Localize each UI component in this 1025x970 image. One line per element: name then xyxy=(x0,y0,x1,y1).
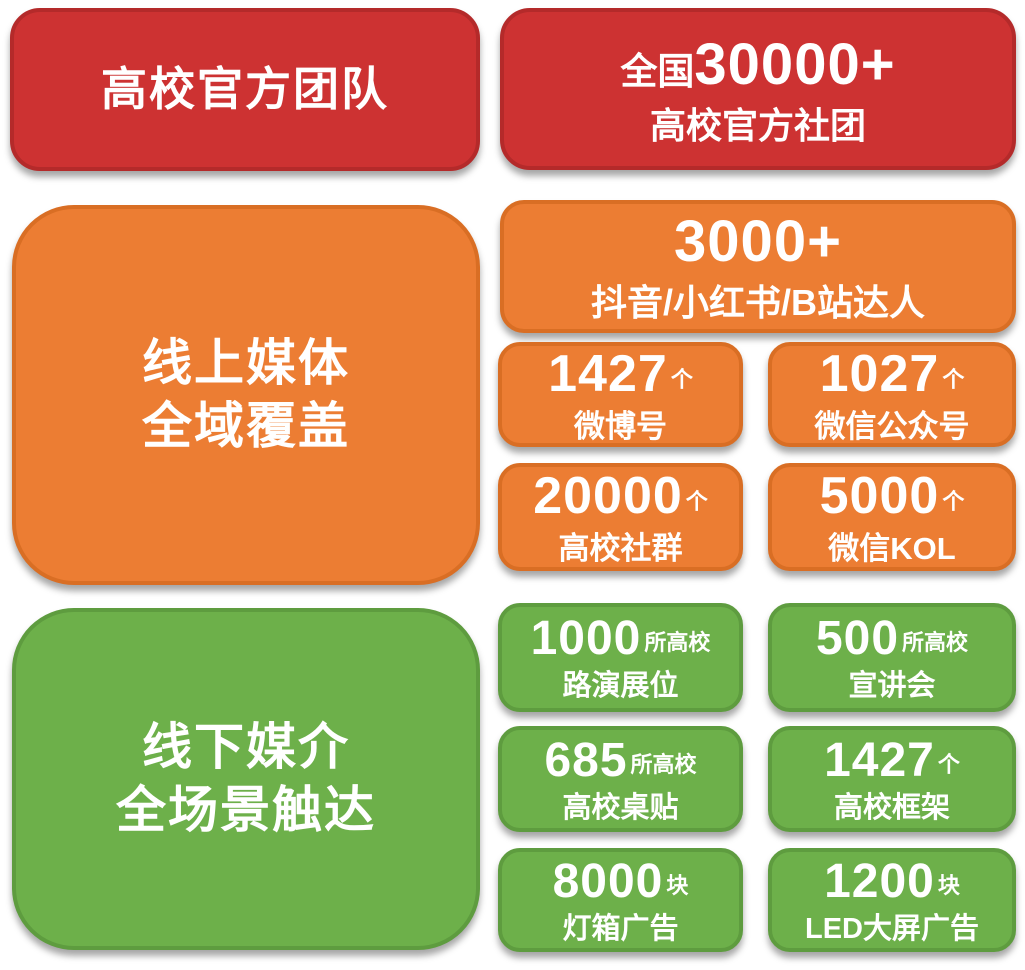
stat-label: LED大屏广告 xyxy=(804,912,979,945)
stat-box-roadshow-booths: 1000 所高校 路演展位 xyxy=(498,603,743,712)
stat-unit: 所高校 xyxy=(902,630,969,656)
stat-number-row: 1200 块 xyxy=(824,854,960,909)
panel-official-team-title: 高校官方团队 xyxy=(10,8,480,171)
section-title-official: 高校官方团队 xyxy=(101,63,389,116)
stat-number-row: 全国 30000+ xyxy=(620,32,895,99)
stat-number-row: 1027 个 xyxy=(820,345,965,405)
stat-unit: 个 xyxy=(670,366,693,392)
stat-box-official-clubs: 全国 30000+ 高校官方社团 xyxy=(500,8,1016,170)
panel-online-media-title: 线上媒体 全域覆盖 xyxy=(12,205,480,585)
stat-number: 30000+ xyxy=(694,31,896,97)
stat-box-led-screen-ads: 1200 块 LED大屏广告 xyxy=(768,848,1016,952)
section-title-offline-line2: 全场景触达 xyxy=(116,782,376,838)
stat-unit: 个 xyxy=(942,366,965,392)
stat-label: 微信KOL xyxy=(828,531,956,567)
stat-unit: 所高校 xyxy=(630,751,697,777)
stat-number-row: 8000 块 xyxy=(553,854,689,909)
stat-number: 1427 xyxy=(824,733,935,787)
stat-unit: 个 xyxy=(937,751,960,777)
stat-number: 1027 xyxy=(819,344,940,403)
stat-number-row: 685 所高校 xyxy=(544,733,696,788)
stat-box-wechat-kol: 5000 个 微信KOL xyxy=(768,463,1016,571)
section-title-offline-line1: 线下媒介 xyxy=(142,719,350,775)
stat-number: 20000 xyxy=(533,467,683,526)
stat-box-campus-frames: 1427 个 高校框架 xyxy=(768,726,1016,832)
stat-box-info-sessions: 500 所高校 宣讲会 xyxy=(768,603,1016,712)
stat-number-row: 1427 个 xyxy=(824,733,960,788)
stat-label: 高校框架 xyxy=(833,791,950,824)
panel-offline-media-title: 线下媒介 全场景触达 xyxy=(12,608,480,950)
stat-number: 500 xyxy=(815,612,900,666)
stat-number: 8000 xyxy=(552,854,664,908)
stat-number: 5000 xyxy=(819,467,940,526)
stat-number-row: 3000+ xyxy=(674,209,842,276)
stat-label: 高校官方社团 xyxy=(649,104,866,146)
stat-label: 灯箱广告 xyxy=(562,912,679,945)
stat-label: 微博号 xyxy=(574,408,667,444)
stat-box-influencers: 3000+ 抖音/小红书/B站达人 xyxy=(500,200,1016,333)
stat-label: 宣讲会 xyxy=(848,670,936,703)
stat-label: 抖音/小红书/B站达人 xyxy=(590,282,925,324)
stat-number: 1427 xyxy=(548,344,668,403)
stat-box-wechat-official-accounts: 1027 个 微信公众号 xyxy=(768,342,1016,447)
stat-prefix: 全国 xyxy=(620,50,695,92)
stat-number-row: 1000 所高校 xyxy=(531,611,711,666)
stat-unit: 块 xyxy=(937,872,960,898)
stat-box-campus-communities: 20000 个 高校社群 xyxy=(498,463,743,571)
stat-number-row: 1427 个 xyxy=(548,345,693,405)
stat-unit: 个 xyxy=(685,489,708,515)
stat-unit: 所高校 xyxy=(644,630,711,656)
stat-label: 微信公众号 xyxy=(814,408,970,444)
stat-number: 1200 xyxy=(824,854,935,908)
stat-box-desk-stickers: 685 所高校 高校桌贴 xyxy=(498,726,743,832)
stat-box-lightbox-ads: 8000 块 灯箱广告 xyxy=(498,848,743,952)
section-title-online-line2: 全域覆盖 xyxy=(142,398,350,454)
section-title-online: 线上媒体 全域覆盖 xyxy=(142,332,350,458)
stat-number-row: 5000 个 xyxy=(820,467,965,527)
stat-label: 高校社群 xyxy=(558,531,683,567)
stat-number: 685 xyxy=(544,733,628,787)
stat-number: 3000+ xyxy=(674,209,842,275)
section-title-online-line1: 线上媒体 xyxy=(142,335,350,391)
stat-box-weibo-accounts: 1427 个 微博号 xyxy=(498,342,743,447)
stat-label: 路演展位 xyxy=(562,670,679,703)
stat-unit: 块 xyxy=(666,872,689,898)
stat-number: 1000 xyxy=(530,612,642,666)
stat-number-row: 20000 个 xyxy=(533,467,708,527)
stat-unit: 个 xyxy=(942,489,965,515)
section-title-offline: 线下媒介 全场景触达 xyxy=(116,716,376,842)
stat-label: 高校桌贴 xyxy=(562,791,679,824)
stat-number-row: 500 所高校 xyxy=(816,611,968,666)
